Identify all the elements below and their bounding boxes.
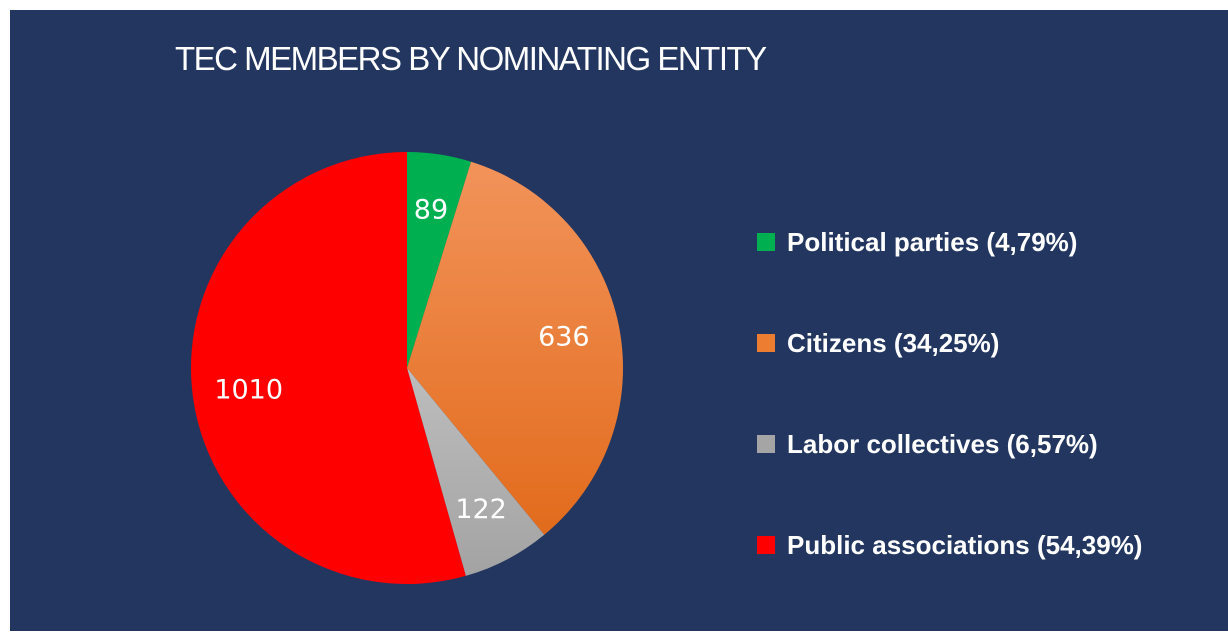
pie-slice-political-parties — [407, 152, 472, 368]
slice-label-labor-collectives: 122 — [455, 494, 507, 525]
legend-item-citizens: Citizens (34,25%) — [757, 323, 1142, 363]
legend-swatch-citizens — [757, 334, 775, 352]
legend-swatch-public-associations — [757, 536, 775, 554]
legend: Political parties (4,79%) Citizens (34,2… — [757, 222, 1142, 626]
slice-label-citizens: 636 — [538, 322, 590, 353]
pie-slice-public-associations — [191, 152, 466, 584]
legend-label-political-parties: Political parties (4,79%) — [787, 226, 1078, 257]
legend-item-labor-collectives: Labor collectives (6,57%) — [757, 424, 1142, 464]
slice-label-political-parties: 89 — [414, 194, 448, 225]
legend-label-citizens: Citizens (34,25%) — [787, 327, 1000, 358]
legend-swatch-labor-collectives — [757, 435, 775, 453]
slice-label-public-associations: 1010 — [214, 374, 283, 405]
legend-label-public-associations: Public associations (54,39%) — [787, 529, 1143, 560]
pie-slice-citizens — [407, 161, 623, 535]
legend-item-political-parties: Political parties (4,79%) — [757, 222, 1142, 262]
chart-title: TEC MEMBERS BY NOMINATING ENTITY — [175, 40, 767, 77]
legend-swatch-political-parties — [757, 233, 775, 251]
legend-item-public-associations: Public associations (54,39%) — [757, 525, 1142, 565]
pie-slice-labor-collectives — [407, 368, 545, 576]
legend-label-labor-collectives: Labor collectives (6,57%) — [787, 428, 1098, 459]
